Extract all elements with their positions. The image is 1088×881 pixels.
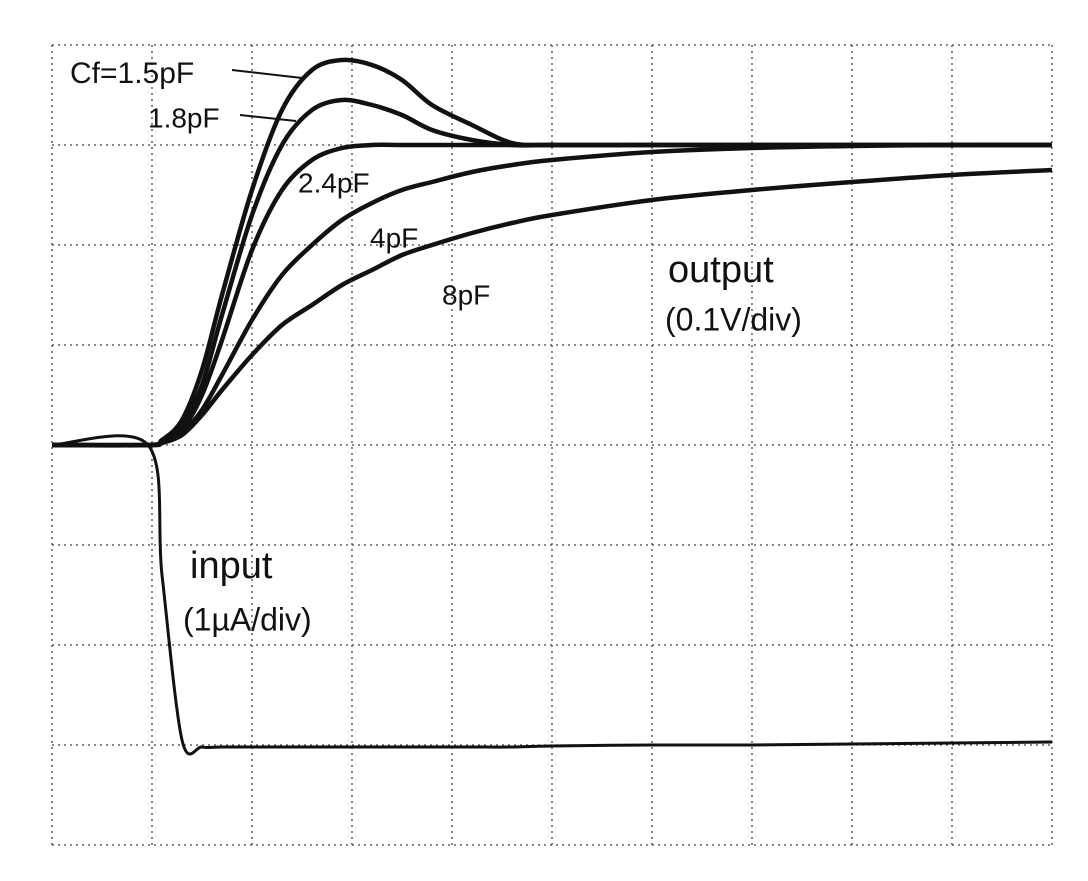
- trace: [51, 142, 1052, 448]
- trace-label: 4pF: [370, 222, 418, 253]
- leader-line: [231, 69, 303, 79]
- trace-label: Cf=1.5pF: [70, 57, 194, 90]
- leader-line: [239, 114, 297, 122]
- annotation: (0.1V/div): [665, 301, 802, 337]
- trace: [51, 167, 1053, 448]
- trace-label: input: [190, 545, 273, 587]
- annotation: output: [668, 249, 774, 291]
- trace: [51, 434, 1053, 756]
- trace-label: 8pF: [442, 279, 490, 310]
- trace-label: 1.8pF: [148, 102, 220, 133]
- trace-label: 2.4pF: [298, 167, 370, 198]
- annotation: (1µA/div): [183, 601, 312, 637]
